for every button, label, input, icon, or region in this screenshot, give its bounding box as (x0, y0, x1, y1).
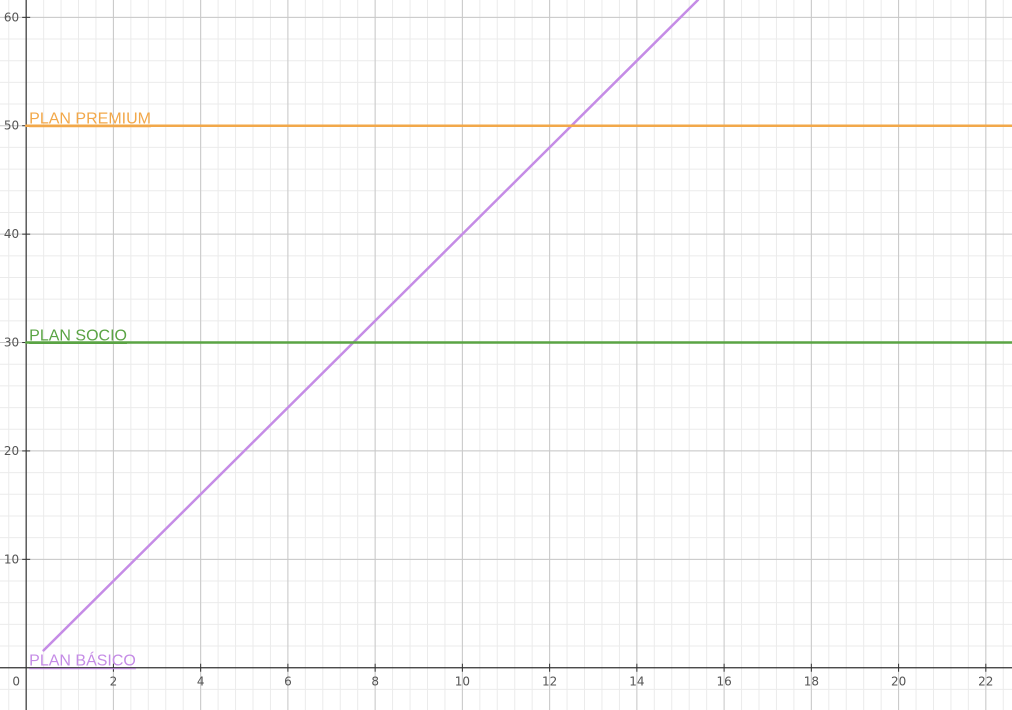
x-tick-labels: 0 2 4 6 8 10 12 14 16 18 20 22 (12, 663, 993, 689)
series-line-plan-basico (42, 0, 700, 652)
x-tick-label: 4 (197, 675, 205, 689)
x-tick-label: 22 (978, 675, 993, 689)
y-tick-label: 40 (4, 227, 19, 241)
x-tick-label: 0 (12, 675, 20, 689)
x-tick-label: 16 (716, 675, 731, 689)
x-tick-label: 14 (629, 675, 644, 689)
x-tick-label: 18 (804, 675, 819, 689)
series-labels: PLAN BÁSICO PLAN SOCIO PLAN PREMIUM (29, 111, 151, 670)
y-tick-labels: 10 20 30 40 50 60 (4, 10, 31, 566)
series-label-plan-premium: PLAN PREMIUM (29, 111, 151, 128)
y-tick-label: 10 (4, 552, 19, 566)
series-label-plan-basico: PLAN BÁSICO (29, 651, 136, 670)
y-tick-label: 60 (4, 10, 19, 24)
y-tick-label: 50 (4, 119, 19, 133)
x-tick-label: 6 (284, 675, 292, 689)
series-label-plan-socio: PLAN SOCIO (29, 328, 127, 345)
y-tick-label: 20 (4, 444, 19, 458)
series-lines (24, 0, 1012, 652)
x-tick-label: 10 (455, 675, 470, 689)
x-tick-label: 12 (542, 675, 557, 689)
x-tick-label: 2 (110, 675, 118, 689)
y-tick-label: 30 (4, 336, 19, 350)
x-tick-label: 8 (371, 675, 379, 689)
x-tick-label: 20 (891, 675, 906, 689)
